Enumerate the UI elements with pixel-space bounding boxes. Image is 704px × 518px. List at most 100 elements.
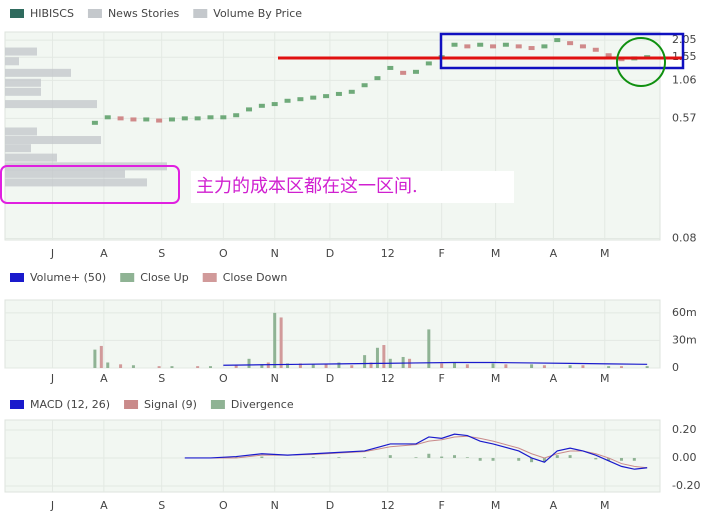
volume-bar [106,362,110,368]
x-tick-label: F [439,247,445,260]
divergence-bar [491,457,495,461]
x-tick-label: N [271,247,279,260]
x-tick-label: N [271,499,279,512]
price-mark [425,61,432,66]
price-mark [220,115,227,120]
divergence-bar [594,457,598,460]
price-mark [284,98,291,103]
volume-bar [337,362,341,368]
x-tick-label: 12 [381,372,395,385]
volume-bar [170,366,174,368]
volume-bar [93,349,97,368]
price-mark [91,120,98,125]
y-tick-label: 1.06 [672,73,697,86]
divergence-bar [311,457,315,458]
volume-by-price-bar [5,153,57,162]
price-mark [605,53,612,58]
price-mark [361,83,368,88]
x-tick-label: A [100,372,108,385]
volume-bar [119,364,123,368]
volume-bar [401,356,405,368]
volume-bar [491,363,495,368]
volume-by-price-bar [5,68,71,77]
divergence-bar [517,457,521,461]
x-tick-label: J [50,372,54,385]
volume-bar [279,317,283,368]
volume-bar [542,365,546,368]
x-tick-label: D [326,372,334,385]
legend-swatch [202,273,217,282]
volume-by-price-bar [5,144,31,153]
legend-swatch [10,400,24,409]
volume-by-price-bar [5,178,147,187]
price-mark [297,97,304,102]
price-mark [117,116,124,121]
x-tick-label: J [50,499,54,512]
price-mark [490,44,497,49]
divergence-bar [530,457,534,463]
price-mark [323,94,330,99]
volume-bar [363,355,367,368]
x-tick-label: J [50,247,54,260]
price-mark [207,115,214,120]
divergence-bar [440,456,444,458]
divergence-bar [632,457,636,461]
divergence-bar [414,457,418,458]
volume-by-price-bar [5,169,125,178]
volume-bar [286,363,290,368]
price-mark [168,117,175,122]
volume-bar [568,365,572,368]
price-mark [387,65,394,70]
plot-area [4,419,661,493]
y-tick-label: -0.20 [672,479,700,492]
x-tick-label: D [326,499,334,512]
annotation-box [191,171,514,203]
legend-label: HIBISCS [30,7,74,20]
volume-bar [440,363,444,368]
y-tick-label: 0.57 [672,111,697,124]
x-tick-label: F [439,499,445,512]
volume-bar [131,365,135,368]
legend-swatch [120,273,135,282]
x-tick-label: D [326,247,334,260]
price-mark [528,46,535,51]
legend-label: News Stories [108,7,180,20]
volume-bar [260,364,264,368]
volume-by-price-bar [5,47,37,56]
price-mark [104,115,111,120]
divergence-bar [568,455,572,458]
legend-swatch [87,9,102,18]
volume-by-price-bar [5,136,101,145]
legend-label: Divergence [231,398,294,411]
x-tick-label: O [219,499,228,512]
x-tick-label: N [271,372,279,385]
legend-swatch [10,273,24,282]
volume-bar [234,365,238,368]
price-mark [156,118,163,123]
y-tick-label: 30m [672,333,697,346]
x-tick-label: S [158,247,165,260]
x-tick-label: S [158,372,165,385]
volume-bar [208,366,212,368]
x-tick-label: 12 [381,499,395,512]
volume-by-price-bar [5,87,41,96]
legend-swatch [10,9,24,18]
volume-by-price-bar [5,57,19,66]
x-tick-label: M [600,247,610,260]
volume-bar [375,347,379,368]
price-mark [515,44,522,49]
x-tick-label: S [158,499,165,512]
legend-swatch [210,400,225,409]
price-mark [567,41,574,46]
highlight-circle [616,37,666,87]
price-mark [348,89,355,94]
divergence-bar [427,453,431,458]
y-tick-label: 0.08 [672,231,697,244]
line [223,361,648,366]
legend-label: Volume+ (50) [30,271,106,284]
volume-bar [196,366,200,368]
price-mark [310,95,317,100]
divergence-bar [555,455,559,458]
divergence-bar [337,457,341,458]
volume-bar [369,362,373,368]
